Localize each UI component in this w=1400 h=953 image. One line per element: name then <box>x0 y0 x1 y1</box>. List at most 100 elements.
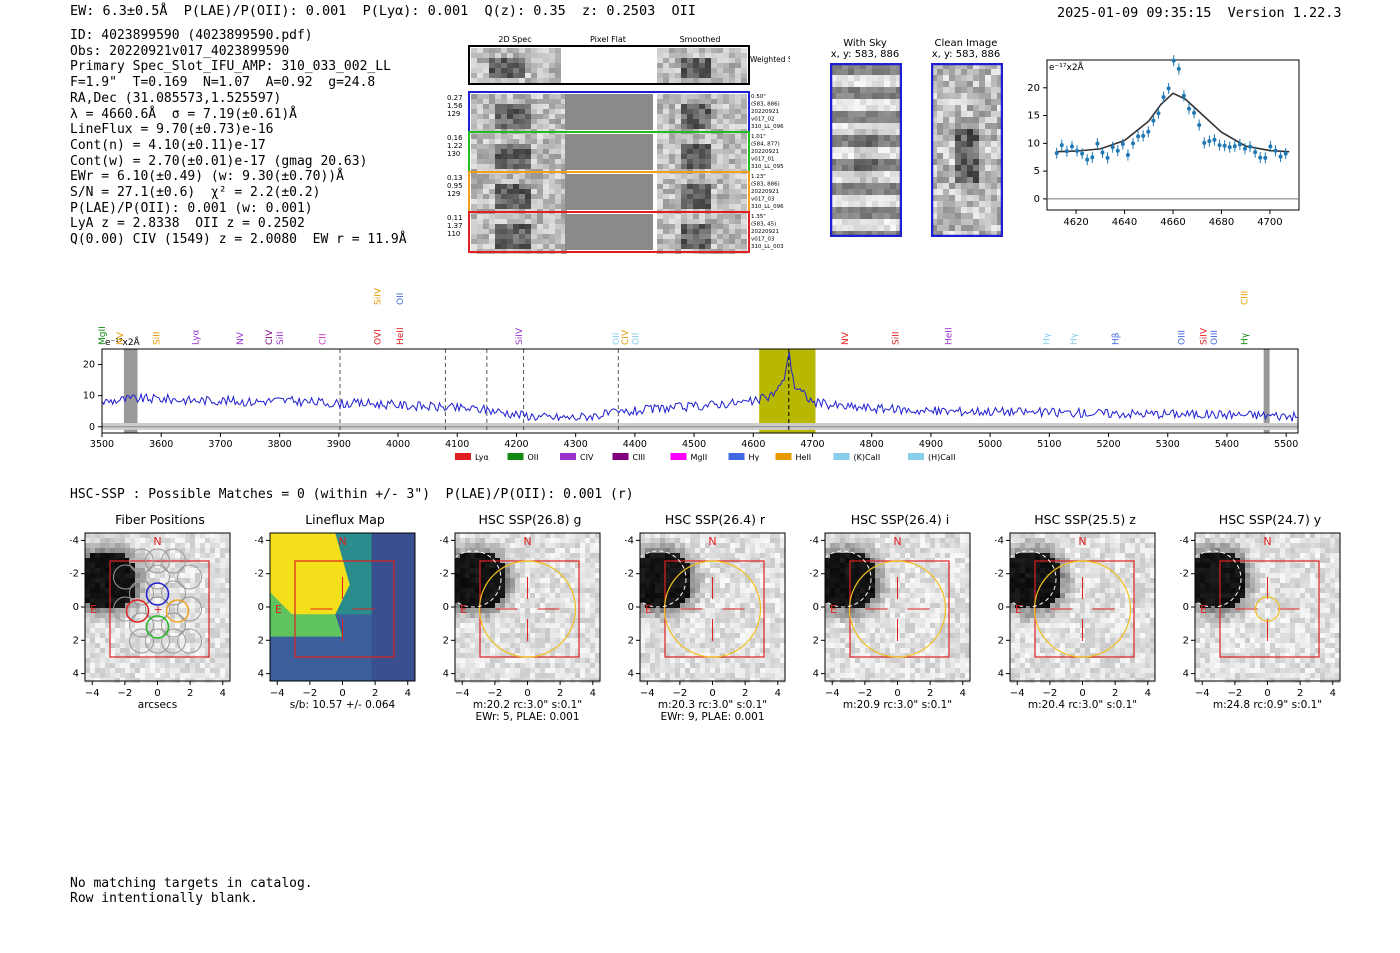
svg-text:OII: OII <box>528 453 539 462</box>
spectrum-line-label: SiII <box>891 331 901 345</box>
hsc-ytick: 2 <box>628 635 634 646</box>
hsc-panel-sub: EWr: 9, PLAE: 0.001 <box>660 711 764 723</box>
fit-data-point <box>1263 152 1268 164</box>
fit-data-point <box>1268 140 1273 152</box>
clean-image-coords: x, y: 583, 886 <box>931 49 1001 60</box>
spec2d-row-meta: 1.01" <box>751 134 766 140</box>
fit-data-point <box>1095 138 1100 150</box>
hsc-ytick: 4 <box>1183 669 1189 680</box>
spec2d-row-meta: v017_03 <box>751 237 775 243</box>
hsc-panel-sub: EWr: 5, PLAE: 0.001 <box>475 711 579 723</box>
hsc-ytick: 0 <box>1183 602 1189 613</box>
svg-text:CIV: CIV <box>580 453 594 462</box>
spec2d-row-meta: 1.35" <box>751 214 766 220</box>
hsc-xtick: 4 <box>960 688 966 699</box>
hsc-xtick: −2 <box>118 688 133 699</box>
spec2d-row-stat: 129 <box>447 190 460 198</box>
spectrum-line-label: Hγ <box>1070 332 1080 345</box>
hsc-xtick: 0 <box>1079 688 1085 699</box>
spec2d-row-meta: (583, 886) <box>751 182 780 188</box>
hsc-ytick: 4 <box>73 669 79 680</box>
hsc-ytick: 2 <box>998 635 1004 646</box>
spec2d-row-meta: (583, 45) <box>751 222 776 228</box>
fit-xtick: 4660 <box>1160 217 1185 228</box>
north-label: N <box>893 535 901 548</box>
hsc-panel-title: HSC SSP(25.5) z <box>1034 512 1136 527</box>
fit-data-point <box>1278 151 1283 163</box>
info-line: ID: 4023899590 (4023899590.pdf) <box>70 28 313 43</box>
east-label: E <box>645 603 652 616</box>
spectrum-xtick: 4300 <box>564 439 588 450</box>
fit-xtick: 4640 <box>1112 217 1137 228</box>
fit-data-point <box>1069 140 1074 152</box>
fit-data-point <box>1110 141 1115 153</box>
aperture-circle <box>663 560 762 658</box>
fit-data-point <box>1080 148 1085 160</box>
spec2d-row-meta: (583, 886) <box>751 102 780 108</box>
spectrum-xtick: 3600 <box>149 439 173 450</box>
hsc-ytick: 2 <box>73 635 79 646</box>
north-label: N <box>708 535 716 548</box>
spec2d-row-stat: 1.37 <box>447 222 463 230</box>
info-line: F=1.9" T=0.169 N=1.07 A=0.92 g=24.8 <box>70 75 376 91</box>
east-label: E <box>830 603 837 616</box>
info-line: Obs: 20220921v017_4023899590 <box>70 43 290 59</box>
info-line: λ = 4660.6Å σ = 7.19(±0.61)Å <box>70 106 297 122</box>
full-spectrum-plot: e⁻¹⁷x2Å 3500 3600 3700 3800 3900 4000 4100 4200… <box>83 287 1299 462</box>
info-line: Cont(w) = 2.70(±0.01)e-17 (gmag 20.63) <box>70 153 368 169</box>
legend-entry: CIV <box>560 453 594 462</box>
spectrum-line-label-upper: OII <box>396 293 406 305</box>
hsc-ytick: −4 <box>255 535 264 546</box>
svg-text:MgII: MgII <box>691 453 708 462</box>
line-fit-plot: e⁻¹⁷x2Å 4620 4640 4660 4680 4700 0 5 10 15 20 <box>1027 55 1300 228</box>
legend-entry: Hγ <box>728 453 760 462</box>
hsc-xtick: 0 <box>709 688 715 699</box>
hsc-panel-title: Fiber Positions <box>115 512 205 527</box>
hsc-ytick: −2 <box>255 569 264 580</box>
fit-data-point <box>1136 130 1141 142</box>
fit-data-point <box>1105 152 1110 164</box>
hsc-xtick: 0 <box>894 688 900 699</box>
info-line: RA,Dec (31.085573,1.525597) <box>70 90 282 106</box>
hsc-xtick: 2 <box>1297 688 1303 699</box>
spectrum-ytick: 20 <box>83 360 95 371</box>
spectrum-ytick: 10 <box>83 391 95 402</box>
spectrum-xtick: 4800 <box>860 439 884 450</box>
fit-data-point <box>1237 138 1242 150</box>
fit-ytick: 0 <box>1034 194 1040 205</box>
fit-xtick: 4680 <box>1209 217 1234 228</box>
spectrum-line-label: NV <box>116 331 126 345</box>
hsc-xtick: 2 <box>1112 688 1118 699</box>
north-label: N <box>523 535 531 548</box>
hsc-xtick: −4 <box>640 688 655 699</box>
spec2d-row-stat: 129 <box>447 110 460 118</box>
hsc-ytick: 4 <box>813 669 819 680</box>
header-summary: EW: 6.3±0.5Å P(LAE)/P(OII): 0.001 P(Lyα)… <box>70 3 696 19</box>
spectrum-xtick: 3700 <box>208 439 232 450</box>
hsc-cutout-image: N E −4 4 −2 2 0 0 2 −2 4 −4 s/b: 10.57 +/- 0.064 <box>255 532 416 711</box>
fit-data-point <box>1207 135 1212 147</box>
spectrum-xtick: 3800 <box>268 439 292 450</box>
spec2d-row-stat: 1.56 <box>447 102 463 110</box>
footer-line-1: No matching targets in catalog. <box>70 876 313 891</box>
detection-info: ID: 4023899590 (4023899590.pdf) Obs: 2022… <box>70 28 407 248</box>
east-label: E <box>1200 603 1207 616</box>
hsc-ytick: −2 <box>1180 569 1189 580</box>
spectrum-ytick: 0 <box>89 422 95 433</box>
hsc-ytick: −2 <box>810 569 819 580</box>
hsc-ytick: 2 <box>813 635 819 646</box>
fit-data-point <box>1273 145 1278 157</box>
spec2d-row-meta: v017_01 <box>751 157 775 163</box>
hsc-ytick: 0 <box>258 602 264 613</box>
spectrum-line-label: NV <box>841 331 851 345</box>
fit-data-point <box>1258 152 1263 164</box>
hsc-panel-title: HSC SSP(26.4) i <box>850 512 950 527</box>
spectrum-xtick: 4100 <box>445 439 469 450</box>
fit-data-point <box>1090 151 1095 163</box>
legend-entry: (H)CaII <box>908 453 955 462</box>
hsc-summary: HSC-SSP : Possible Matches = 0 (within +… <box>70 487 634 502</box>
spectrum-line-label: OVI <box>373 329 383 345</box>
spec2d-row-meta: 310_LL_096 <box>751 204 784 210</box>
